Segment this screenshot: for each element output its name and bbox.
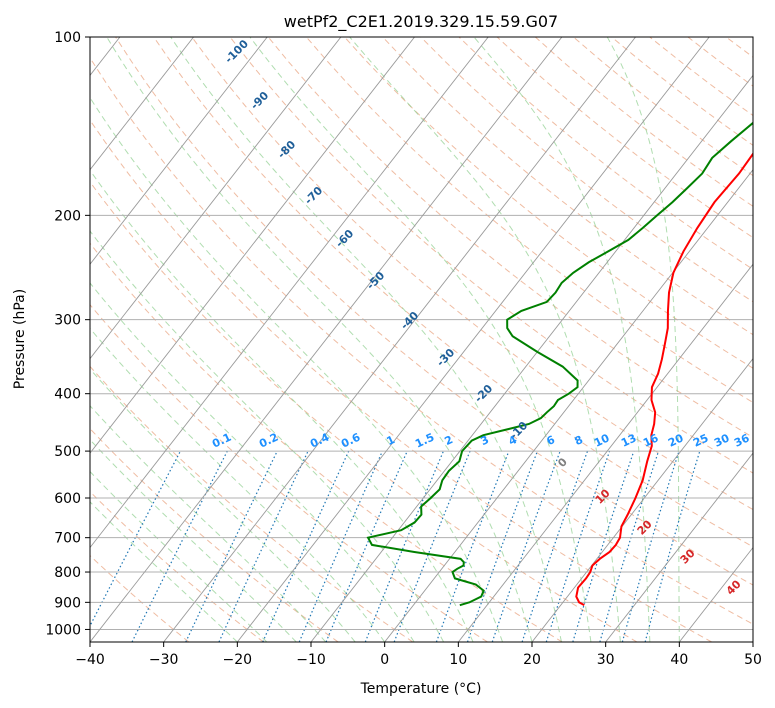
temperature-line <box>575 152 753 607</box>
moist-adiabat-line <box>349 37 621 642</box>
mixing-ratio-label: 13 <box>619 431 638 449</box>
isotherm-line <box>310 74 753 642</box>
dry-adiabat-line <box>191 37 753 511</box>
dry-adiabat-line <box>267 37 753 438</box>
moist-adiabat-line <box>90 405 327 642</box>
mixing-ratio-line <box>466 450 539 642</box>
x-axis-title: Temperature (°C) <box>360 681 482 697</box>
moist-adiabat-line <box>473 37 651 642</box>
dry-adiabat-line <box>90 427 339 642</box>
mixing-ratio-label: 16 <box>641 431 661 449</box>
mixing-ratio-line <box>572 450 635 642</box>
y-tick-label: 100 <box>54 30 81 46</box>
isotherm-line <box>90 37 563 642</box>
y-axis-title: Pressure (hPa) <box>12 289 28 389</box>
dry-adiabat-line <box>90 181 638 642</box>
isotherm-line <box>90 37 268 265</box>
mixing-ratio-line <box>325 450 408 642</box>
y-tick-label: 600 <box>54 491 81 507</box>
moist-adiabat-line <box>106 37 533 642</box>
mixing-ratio-line <box>435 450 510 642</box>
isotherm-line <box>163 37 636 642</box>
dry-adiabat-line <box>90 119 712 642</box>
mixing-ratio-label: 30 <box>712 431 732 449</box>
moist-adiabat-line <box>90 501 238 642</box>
mixing-ratio-label: 25 <box>691 431 710 449</box>
y-tick-label: 500 <box>54 444 81 460</box>
chart-title: wetPf2_C2E1.2019.329.15.59.G07 <box>284 12 558 32</box>
mixing-ratio-line <box>521 450 589 642</box>
plot-frame <box>89 36 754 643</box>
isotherm-line <box>531 357 753 642</box>
x-tick-label: 10 <box>449 652 467 668</box>
x-tick-label: −40 <box>75 652 105 668</box>
moist-adiabat-line <box>249 37 592 642</box>
mixing-ratio-line <box>364 450 444 642</box>
isotherm-lines <box>90 37 753 642</box>
x-tick-label: 50 <box>744 652 762 668</box>
isotherm-line <box>384 169 753 642</box>
x-tick-label: 40 <box>670 652 688 668</box>
dry-adiabat-line <box>90 303 488 642</box>
y-tick-label: 200 <box>54 208 81 224</box>
pressure-gridlines <box>90 37 753 630</box>
x-tick-label: −30 <box>149 652 179 668</box>
moist-adiabat-line <box>90 327 386 642</box>
y-tick-label: 800 <box>54 565 81 581</box>
mixing-ratio-line <box>262 450 350 642</box>
y-tick-label: 700 <box>54 531 81 547</box>
isotherm-line <box>605 452 753 642</box>
dry-adiabat-line <box>115 37 753 586</box>
x-tick-label: 20 <box>523 652 541 668</box>
x-tick-label: 30 <box>597 652 615 668</box>
sounding-profiles <box>366 121 753 607</box>
isotherm-line <box>236 37 710 642</box>
isotherm-line <box>90 37 415 454</box>
dry-adiabat-line <box>420 37 753 303</box>
moist-adiabats <box>90 37 680 642</box>
mixing-ratio-line <box>491 450 561 642</box>
moist-adiabat-line <box>90 96 504 642</box>
dry-adiabat-line <box>90 56 753 625</box>
moist-adiabat-line <box>90 439 297 642</box>
moist-adiabat-line <box>90 368 356 642</box>
y-axis: 100 200 300 400 500 600 700 800 900 1000 <box>45 30 90 638</box>
mixing-ratio-label: 10 <box>592 431 612 449</box>
y-tick-label: 900 <box>54 595 81 611</box>
y-tick-label: 400 <box>54 387 81 403</box>
dewpoint-line <box>366 121 753 607</box>
moist-adiabat-line <box>170 37 562 642</box>
x-axis: −40 −30 −20 −10 0 10 20 30 40 50 <box>75 642 762 668</box>
mixing-ratio-line <box>298 450 383 642</box>
mixing-ratio-line <box>621 450 680 642</box>
x-tick-label: −20 <box>223 652 253 668</box>
mixing-ratio-line <box>599 450 660 642</box>
isotherm-line <box>90 37 194 171</box>
isotherm-line <box>457 263 753 642</box>
x-tick-label: 0 <box>380 652 389 668</box>
mixing-ratio-line <box>545 450 611 642</box>
isotherm-line <box>90 37 489 549</box>
mixing-ratio-label: 20 <box>666 431 686 449</box>
dry-adiabat-line <box>229 37 753 474</box>
y-tick-label: 300 <box>54 313 81 329</box>
dry-adiabat-line <box>90 554 190 642</box>
moist-adiabat-line <box>90 230 445 642</box>
dry-adiabat-line <box>90 242 563 642</box>
x-tick-label: −10 <box>296 652 326 668</box>
isotherm-line <box>90 37 342 360</box>
moist-adiabat-line <box>90 470 268 642</box>
y-tick-label: 1000 <box>45 622 81 638</box>
moist-adiabat-line <box>90 169 474 642</box>
mixing-ratio-label: 36 <box>732 431 752 449</box>
